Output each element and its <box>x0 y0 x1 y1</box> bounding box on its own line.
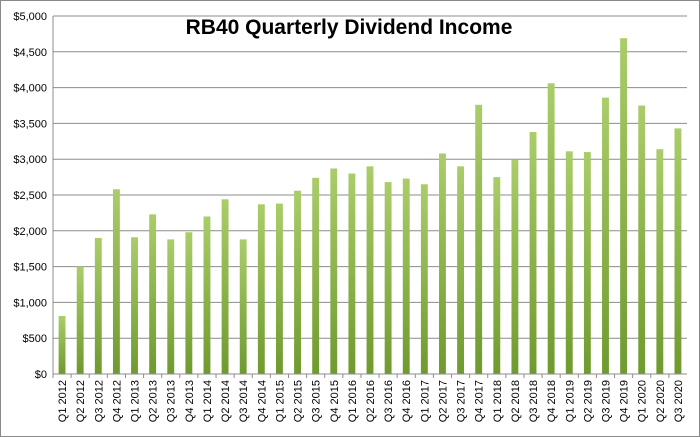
bar-q3-2015 <box>312 177 320 374</box>
bar-q4-2018 <box>547 83 555 374</box>
bar-q3-2014 <box>239 239 247 374</box>
bar-q4-2012 <box>112 189 120 374</box>
bar-q2-2018 <box>511 159 519 374</box>
x-tick-label: Q3 2015 <box>311 380 323 422</box>
bar-q4-2014 <box>257 204 265 374</box>
x-tick-label: Q3 2013 <box>166 380 178 422</box>
x-tick-label: Q3 2014 <box>238 380 250 422</box>
bar-q3-2020 <box>674 128 682 374</box>
x-tick-label: Q2 2018 <box>510 380 522 422</box>
x-tick-label: Q1 2016 <box>347 380 359 422</box>
x-tick-label: Q1 2015 <box>274 380 286 422</box>
x-tick-label: Q2 2019 <box>582 380 594 422</box>
x-tick-label: Q4 2015 <box>329 380 341 422</box>
x-tick-label: Q3 2012 <box>93 380 105 422</box>
bar-q2-2014 <box>221 199 229 374</box>
bar-q3-2016 <box>384 182 392 374</box>
bars <box>58 38 682 375</box>
x-tick-label: Q3 2017 <box>456 380 468 422</box>
y-tick-label: $3,000 <box>13 154 47 166</box>
x-tick-label: Q1 2013 <box>130 380 142 422</box>
y-tick-label: $3,500 <box>13 118 47 130</box>
bar-q1-2015 <box>275 203 283 374</box>
bar-q4-2019 <box>620 38 628 375</box>
bar-q1-2013 <box>131 237 138 374</box>
bar-q2-2016 <box>366 166 374 374</box>
x-tick-label: Q1 2017 <box>419 380 431 422</box>
bar-q1-2020 <box>638 105 646 374</box>
x-tick-label: Q4 2012 <box>111 380 123 422</box>
chart-title: RB40 Quarterly Dividend Income <box>186 16 513 39</box>
x-tick-label: Q2 2016 <box>365 380 377 422</box>
bar-q1-2018 <box>493 177 501 374</box>
x-tick-label: Q1 2019 <box>564 380 576 422</box>
bar-q3-2018 <box>529 131 537 374</box>
x-tick-label: Q2 2014 <box>220 380 232 422</box>
y-tick-label: $5,000 <box>13 11 47 23</box>
bar-q1-2016 <box>348 173 356 374</box>
bar-q3-2019 <box>602 97 609 375</box>
bar-q3-2012 <box>94 237 102 374</box>
bar-q4-2016 <box>402 178 410 374</box>
x-tick-label: Q4 2017 <box>474 380 486 422</box>
x-tick-label: Q4 2019 <box>619 380 631 422</box>
y-axis: $0 $500 $1,000 $1,500 $2,000 $2,500 $3,000 $3,5… <box>13 11 54 381</box>
x-tick-label: Q3 2016 <box>383 380 395 422</box>
bar-q3-2017 <box>457 166 465 374</box>
x-axis: Q1 2012 Q2 2012 Q3 2012 Q4 2012 Q1 2013 Q2 20… <box>52 373 687 422</box>
y-tick-label: $4,500 <box>13 47 47 59</box>
x-tick-label: Q3 2019 <box>600 380 612 422</box>
bar-q1-2017 <box>420 184 428 374</box>
x-tick-label: Q4 2014 <box>256 380 268 422</box>
y-tick-label: $2,500 <box>13 190 47 202</box>
x-tick-label: Q4 2018 <box>546 380 558 422</box>
x-tick-label: Q2 2013 <box>148 380 160 422</box>
bar-q4-2013 <box>185 232 193 374</box>
x-tick-label: Q4 2016 <box>401 380 413 422</box>
bar-q4-2017 <box>475 104 483 374</box>
y-tick-label: $500 <box>23 333 47 345</box>
x-tick-label: Q1 2012 <box>57 380 69 422</box>
y-tick-label: $1,500 <box>13 262 47 274</box>
bar-q2-2012 <box>76 266 84 374</box>
y-tick-label: $2,000 <box>13 226 47 238</box>
bar-q1-2019 <box>565 151 573 374</box>
x-tick-label: Q1 2020 <box>637 380 649 422</box>
bar-q2-2015 <box>294 190 301 374</box>
x-tick-label: Q2 2012 <box>75 380 87 422</box>
bar-q2-2017 <box>439 153 446 374</box>
bar-q4-2015 <box>330 168 338 374</box>
bar-q1-2014 <box>203 216 211 374</box>
x-tick-label: Q3 2018 <box>528 380 540 422</box>
x-tick-label: Q2 2015 <box>293 380 305 422</box>
y-tick-label: $1,000 <box>13 297 47 309</box>
bar-q3-2013 <box>167 239 175 374</box>
x-tick-label: Q1 2014 <box>202 380 214 422</box>
bar-q1-2012 <box>58 316 66 374</box>
bar-q2-2013 <box>149 214 157 374</box>
x-tick-label: Q2 2020 <box>655 380 667 422</box>
x-tick-label: Q1 2018 <box>492 380 504 422</box>
x-tick-label: Q3 2020 <box>673 380 685 422</box>
bar-q2-2019 <box>583 152 591 374</box>
bar-q2-2020 <box>656 149 664 374</box>
y-tick-label: $4,000 <box>13 83 47 95</box>
x-tick-label: Q2 2017 <box>437 380 449 422</box>
y-tick-label: $0 <box>35 369 47 381</box>
x-tick-label: Q4 2013 <box>184 380 196 422</box>
